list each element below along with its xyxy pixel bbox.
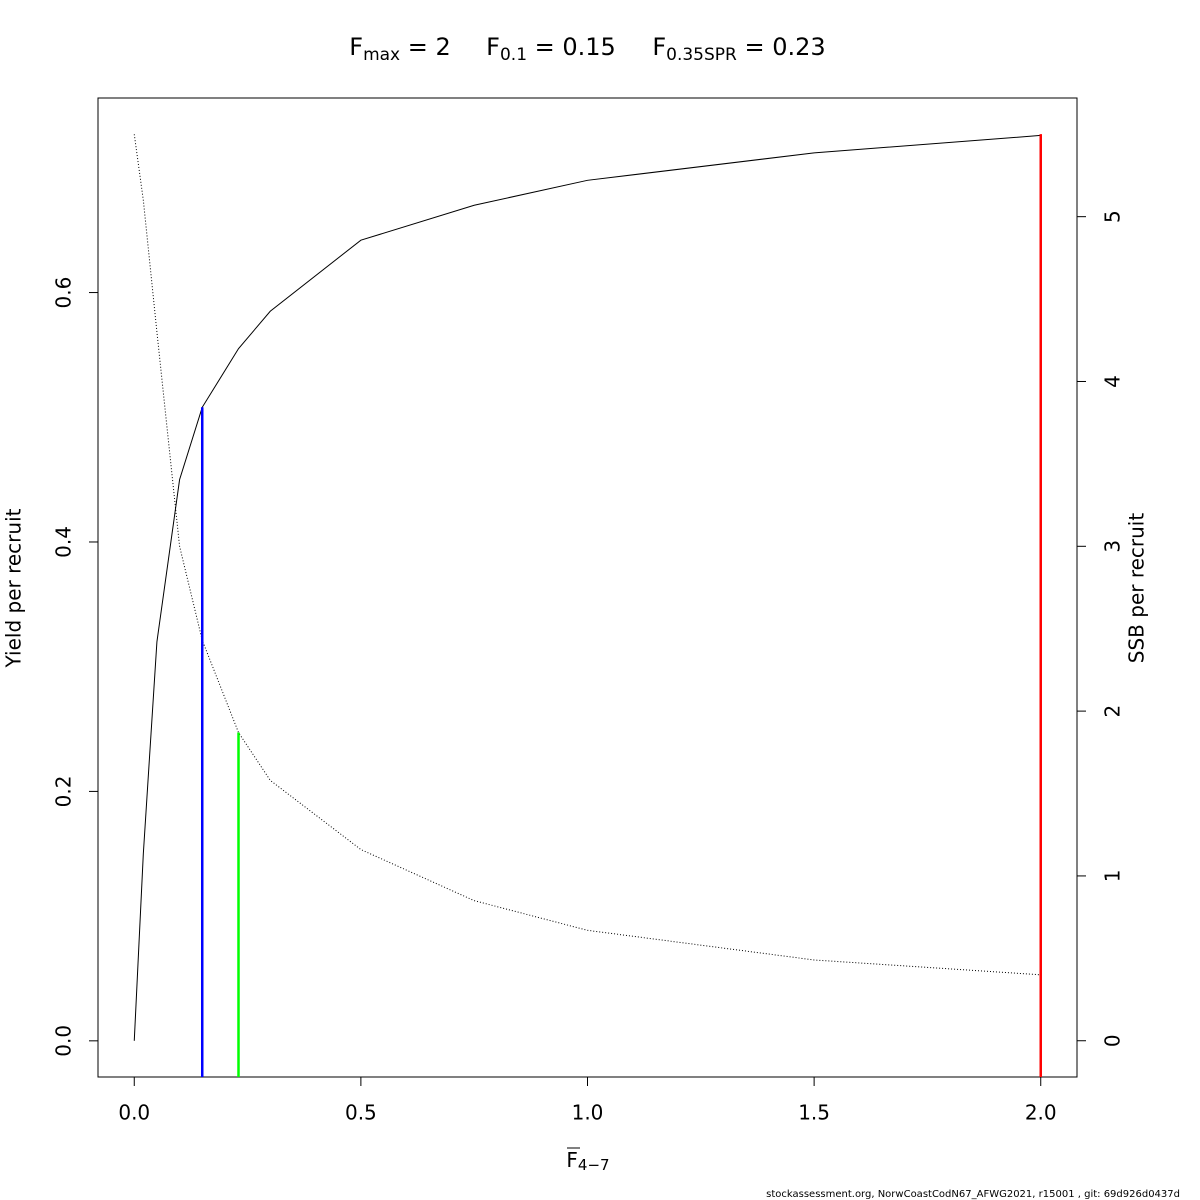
chart-title: F0.35SPR = 0.23 — [652, 33, 825, 65]
x-axis-label: F4−7 — [566, 1148, 609, 1174]
x-tick-label: 1.5 — [798, 1101, 830, 1125]
x-tick-label: 2.0 — [1025, 1101, 1057, 1125]
y-tick-label: 0.2 — [52, 776, 76, 808]
series-line — [133, 134, 1041, 976]
y2-tick-label: 1 — [1101, 870, 1125, 883]
title-symbol: F — [349, 33, 363, 61]
title-symbol: F — [486, 33, 500, 61]
y-tick-label: 0.0 — [52, 1025, 76, 1057]
title-value: = 2 — [400, 33, 451, 61]
chart-title: Fmax = 2 — [349, 33, 451, 65]
series-line — [133, 134, 1041, 1041]
title-symbol: F — [652, 33, 666, 61]
title-subscript: 0.35SPR — [666, 45, 737, 65]
y2-axis-label: SSB per recruit — [1125, 513, 1149, 664]
x-label-subscript: 4−7 — [578, 1156, 610, 1174]
x-tick-label: 1.0 — [572, 1101, 604, 1125]
x-tick-label: 0.0 — [118, 1101, 150, 1125]
footer: stockassessment.org, NorwCoastCodN67_AFW… — [766, 1189, 1180, 1200]
y2-tick-label: 2 — [1101, 705, 1125, 718]
title-value: = 0.15 — [527, 33, 616, 61]
y2-tick-label: 3 — [1101, 540, 1125, 553]
x-label-symbol: F — [566, 1148, 578, 1172]
y2-tick-label: 0 — [1101, 1034, 1125, 1047]
y2-tick-label: 5 — [1101, 210, 1125, 223]
y-tick-label: 0.4 — [52, 526, 76, 558]
title-value: = 0.23 — [737, 33, 826, 61]
x-tick-label: 0.5 — [345, 1101, 377, 1125]
chart-title: F0.1 = 0.15 — [486, 33, 616, 65]
y-tick-label: 0.6 — [52, 277, 76, 309]
y-axis-label: Yield per recruit — [2, 508, 26, 668]
y2-tick-label: 4 — [1101, 375, 1125, 388]
title-subscript: 0.1 — [500, 45, 527, 65]
title-subscript: max — [363, 45, 400, 65]
